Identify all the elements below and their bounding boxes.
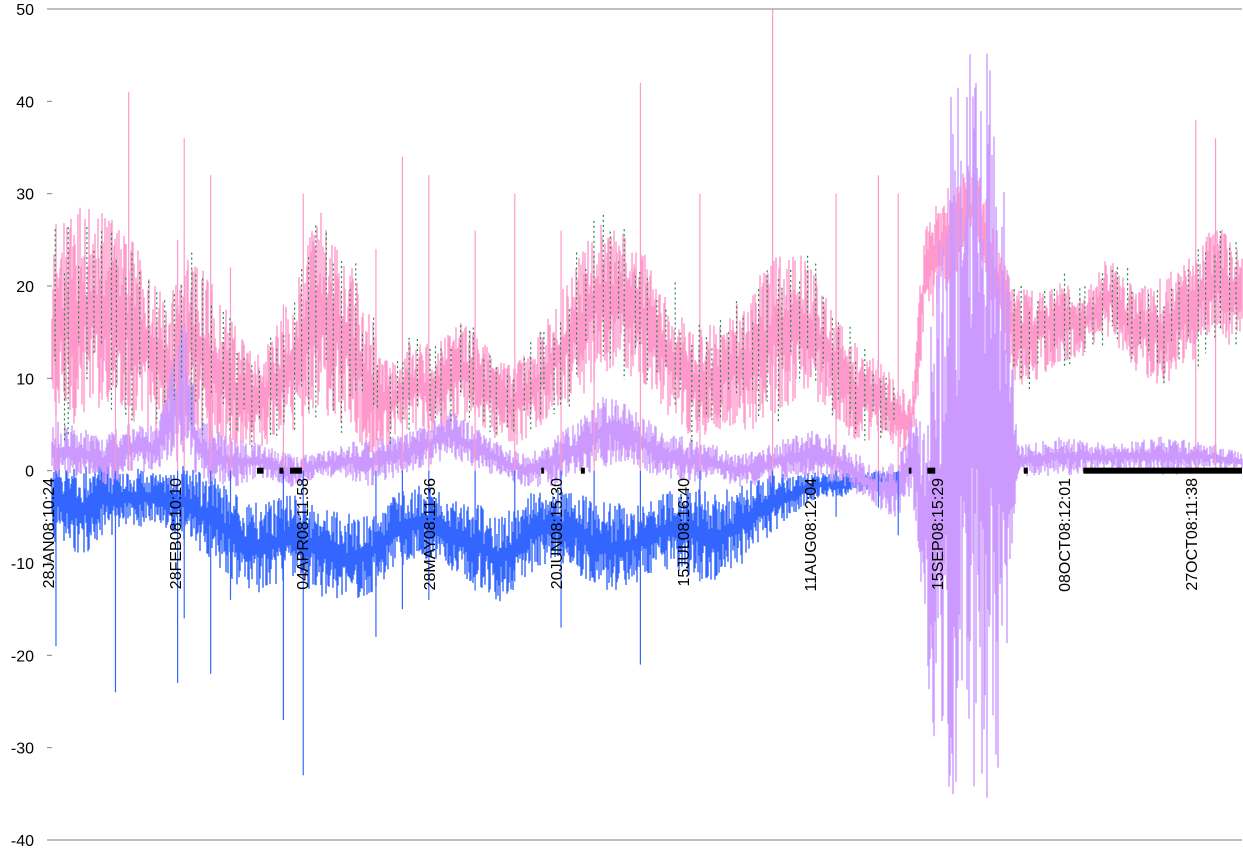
x-tick-label: 20JUN08:15:30 (549, 478, 566, 589)
x-tick-label: 27OCT08:11:38 (1184, 478, 1201, 591)
y-tick-label: 0 (25, 464, 34, 481)
x-tick-label: 28JAN08:10:24 (41, 478, 58, 588)
plot-area (52, 9, 1243, 798)
y-tick-label: 30 (16, 187, 34, 204)
zero-marker-4 (581, 468, 585, 474)
x-tick-label: 15JUL08:16:40 (676, 478, 693, 587)
y-tick-label: 20 (16, 279, 34, 296)
x-tick-label: 28FEB08:10:10 (168, 478, 185, 589)
x-tick-label: 04APR08:11:58 (295, 478, 312, 590)
zero-marker-8 (1083, 468, 1242, 474)
zero-marker-3 (541, 468, 544, 474)
x-tick-label: 28MAY08:11:36 (422, 478, 439, 590)
y-tick-label: -30 (11, 741, 34, 758)
zero-marker-0 (257, 468, 264, 474)
y-tick-label: -40 (11, 833, 34, 850)
y-tick-label: 50 (16, 2, 34, 19)
x-tick-label: 11AUG08:12:04 (803, 478, 820, 592)
y-tick-label: 40 (16, 94, 34, 111)
x-tick-label: 08OCT08:12:01 (1057, 478, 1074, 592)
y-tick-label: -10 (11, 556, 34, 573)
zero-marker-7 (1024, 468, 1028, 474)
x-tick-label: 15SEP08:15:29 (930, 478, 947, 590)
zero-marker-2 (290, 468, 302, 474)
zero-marker-1 (279, 468, 283, 474)
y-tick-label: -20 (11, 648, 34, 665)
y-tick-label: 10 (16, 371, 34, 388)
zero-marker-5 (909, 468, 912, 474)
zero-marker-6 (927, 468, 935, 474)
